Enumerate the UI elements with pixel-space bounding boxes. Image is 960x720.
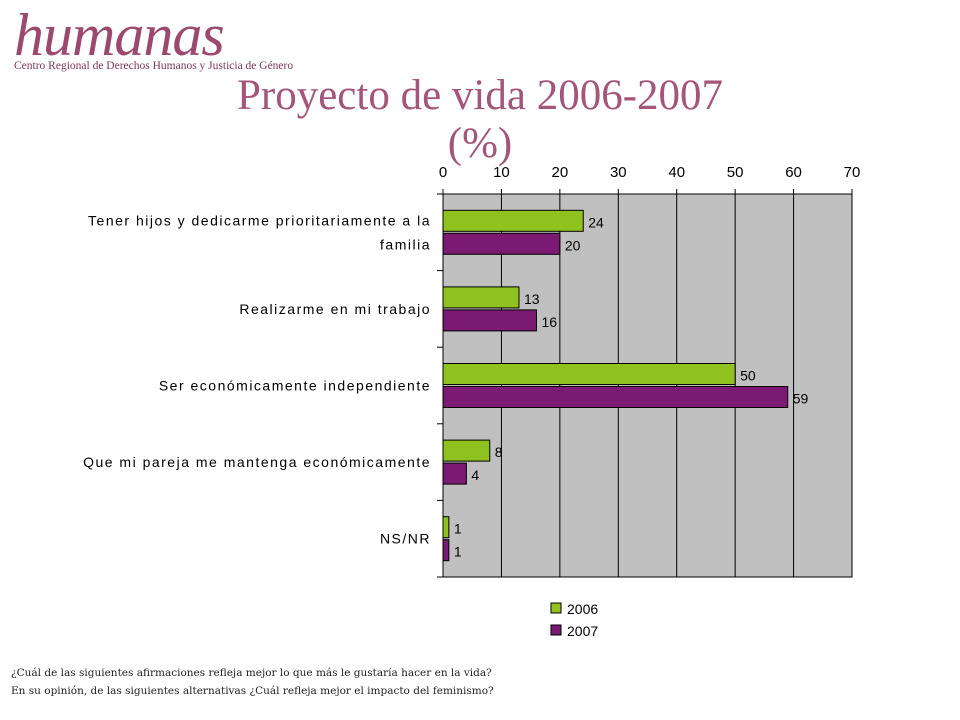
footnote-2: En su opinión, de las siguientes alterna… (11, 685, 494, 697)
data-label: 1 (454, 544, 462, 560)
data-label: 59 (793, 391, 809, 407)
bar-2007 (442, 462, 467, 485)
logo-subtitle: Centro Regional de Derechos Humanos y Ju… (14, 60, 294, 72)
data-label: 20 (565, 237, 581, 253)
bar-2007 (442, 232, 561, 255)
chart-title-line1: Proyecto de vida 2006-2007 (236, 72, 724, 119)
legend-label: 2007 (567, 623, 598, 639)
x-tick-label: 10 (493, 164, 510, 181)
footnotes: ¿Cuál de las siguientes afirmaciones ref… (11, 664, 494, 700)
chart-title: Proyecto de vida 2006-2007 (%) (120, 72, 840, 168)
x-tick-label: 40 (668, 164, 685, 181)
x-tick-label: 50 (727, 164, 744, 181)
category-label: Realizarme en mi trabajo (239, 301, 431, 317)
x-tick-label: 70 (844, 164, 861, 181)
x-tick-label: 30 (610, 164, 627, 181)
bar-2007 (442, 386, 789, 408)
data-label: 50 (740, 368, 756, 384)
legend-swatch-2007 (550, 624, 562, 636)
data-label: 24 (588, 214, 604, 230)
data-label: 13 (524, 291, 540, 307)
bar-chart: 0 10 20 30 40 50 60 70 24 20 Tener hijos y dedicar… (83, 164, 861, 639)
bar-2006 (442, 363, 736, 385)
bar-2006 (442, 209, 584, 232)
bar-2006 (442, 439, 491, 462)
data-label: 1 (454, 521, 462, 537)
data-label: 16 (541, 314, 557, 330)
category-label: NS/NR (380, 531, 431, 547)
x-tick-label: 0 (439, 164, 447, 181)
logo-wordmark: humanas (14, 2, 225, 68)
bar-2006 (442, 286, 520, 309)
data-label: 8 (495, 444, 503, 460)
x-tick-label: 20 (552, 164, 569, 181)
category-label: Que mi pareja me mantenga económicamente (83, 454, 431, 470)
logo: humanas Centro Regional de Derechos Huma… (14, 4, 293, 72)
legend-swatch-2006 (550, 602, 562, 614)
category-label: familia (380, 236, 431, 252)
category-label: Ser económicamente independiente (159, 378, 431, 394)
x-tick-label: 60 (785, 164, 802, 181)
bar-2007 (442, 309, 537, 332)
chart-title-line2: (%) (447, 120, 513, 167)
legend-label: 2006 (567, 601, 598, 617)
category-label: Tener hijos y dedicarme prioritariamente… (88, 212, 431, 228)
footnote-1: ¿Cuál de las siguientes afirmaciones ref… (11, 667, 492, 679)
data-label: 4 (471, 467, 479, 483)
plot-area (442, 193, 853, 578)
bar-2006 (442, 516, 450, 539)
bar-2007 (442, 539, 450, 562)
